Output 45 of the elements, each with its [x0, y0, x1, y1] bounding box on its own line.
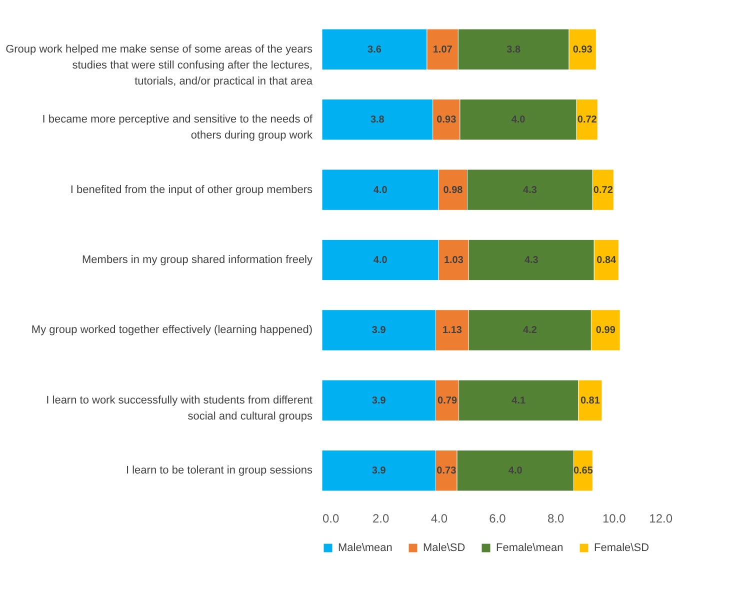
data-label: 0.98 [443, 184, 464, 196]
legend-label: Female\SD [594, 542, 650, 554]
y-tick-label: Group work helped me make sense of some areas of the years studies that were still confusing after the lectures, tutorials, and/or practical in that area [6, 43, 314, 88]
y-tick-label: I became more perceptive and sensitive to the needs of others during group work [42, 114, 314, 142]
data-label: 0.72 [577, 114, 598, 126]
data-label: 1.03 [444, 255, 464, 266]
y-tick-label: I benefited from the input of other group members [70, 184, 313, 196]
data-label: 0.99 [596, 325, 616, 336]
legend-label: Male\SD [423, 542, 466, 554]
data-label: 0.84 [596, 255, 617, 266]
y-tick-label: My group worked together effectively (learning happened) [31, 324, 312, 336]
data-label: 0.93 [572, 44, 593, 56]
data-label: 4.0 [511, 114, 526, 126]
data-label: 3.8 [506, 44, 522, 56]
data-label: 1.13 [442, 325, 462, 336]
data-label: 4.3 [524, 255, 539, 266]
x-tick-label: 8.0 [547, 512, 564, 526]
data-label: 0.79 [438, 395, 458, 406]
data-label: 4.0 [373, 255, 388, 266]
data-label: 4.0 [373, 184, 388, 196]
x-tick-label: 2.0 [372, 512, 390, 526]
x-tick-label: 4.0 [430, 512, 448, 526]
data-label: 3.9 [372, 395, 386, 406]
y-tick-label: I learn to work successfully with students from different social and cultural groups [46, 394, 313, 422]
data-label: 1.07 [432, 44, 453, 56]
data-label: 4.2 [523, 325, 538, 336]
data-label: 3.6 [368, 44, 382, 56]
data-label: 4.3 [523, 184, 538, 196]
x-tick-label: 0.0 [322, 512, 340, 526]
legend-label: Male\mean [338, 542, 392, 554]
data-label: 3.9 [372, 466, 386, 477]
data-label: 3.9 [372, 325, 386, 336]
x-tick-label: 10.0 [602, 512, 626, 526]
data-label: 0.81 [580, 395, 600, 406]
data-label: 0.72 [593, 184, 614, 196]
legend-label: Female\mean [496, 542, 564, 554]
x-tick-label: 6.0 [489, 512, 506, 526]
x-tick-label: 12.0 [649, 512, 673, 526]
data-label: 4.0 [508, 466, 523, 477]
y-tick-label: I learn to be tolerant in group sessions [126, 464, 313, 477]
data-label: 4.1 [512, 395, 526, 406]
data-label: 0.93 [436, 114, 457, 126]
y-tick-label: Members in my group shared information freely [82, 254, 313, 266]
data-label: 0.73 [436, 466, 457, 477]
data-label: 3.8 [370, 114, 385, 126]
